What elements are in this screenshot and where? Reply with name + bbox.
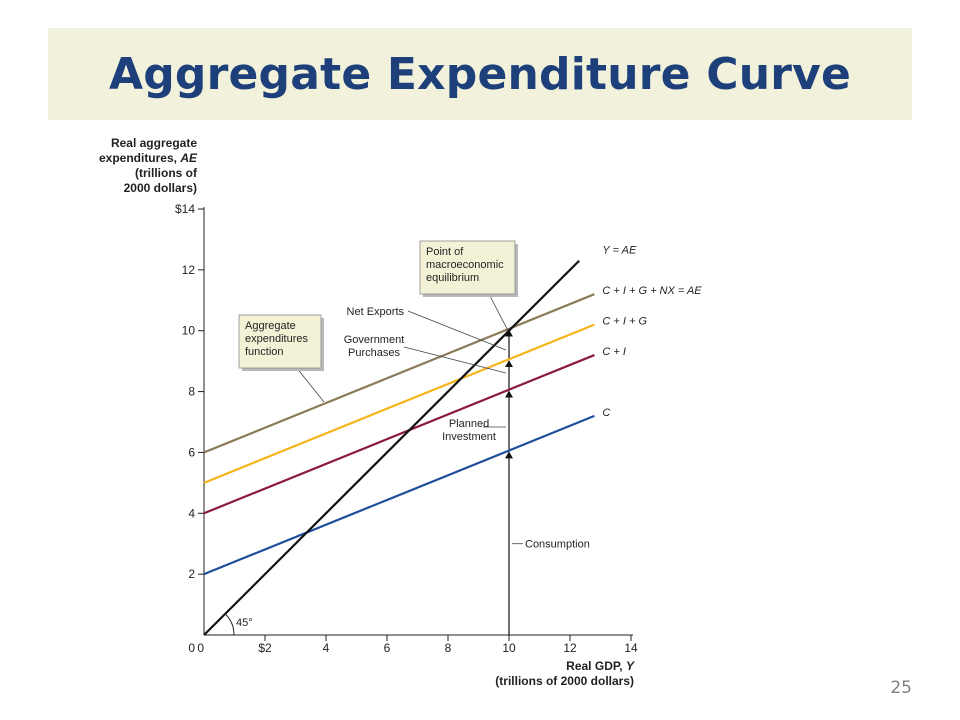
x-axis-title: (trillions of 2000 dollars) — [495, 674, 634, 688]
government-purchases-label: Purchases — [348, 347, 400, 359]
series-label: C + I + G + NX = AE — [602, 285, 702, 297]
series-line — [203, 323, 595, 484]
y-tick-label: $14 — [175, 202, 195, 216]
equilibrium-callout-text: macroeconomic — [426, 259, 504, 271]
x-tick-label: 0 — [197, 641, 204, 655]
x-tick-label: 6 — [384, 641, 391, 655]
y-tick-label: 12 — [182, 263, 196, 277]
ae-function-callout-text: Aggregate — [245, 320, 296, 332]
y-tick-label: 4 — [188, 506, 195, 520]
leader-line — [407, 310, 507, 351]
y-axis-title: Real aggregate — [111, 136, 197, 150]
series-line — [203, 354, 595, 515]
x-tick-label: 4 — [323, 641, 330, 655]
leader-line — [295, 366, 325, 403]
equilibrium-callout-text: equilibrium — [426, 272, 479, 284]
y-tick-label: 2 — [188, 567, 195, 581]
series-label: Y = AE — [602, 245, 637, 257]
y-tick-label: 6 — [188, 445, 195, 459]
slide-title: Aggregate Expenditure Curve — [108, 48, 852, 100]
y-axis-title: expenditures, AE — [99, 151, 198, 165]
y-tick-label: 10 — [182, 324, 196, 338]
x-tick-label: 14 — [624, 641, 638, 655]
series-label: C — [602, 407, 610, 419]
series-line — [203, 259, 580, 636]
x-tick-label: $2 — [258, 641, 272, 655]
x-tick-label: 10 — [502, 641, 516, 655]
y-axis-title: (trillions of — [135, 166, 198, 180]
angle-label: 45° — [236, 617, 253, 629]
planned-investment-label: Planned — [449, 418, 489, 430]
series-line — [203, 414, 595, 576]
y-axis-title: 2000 dollars) — [124, 181, 197, 195]
ae-function-callout-text: expenditures — [245, 333, 308, 345]
series-label: C + I — [602, 346, 626, 358]
angle-arc — [224, 613, 235, 636]
series-line — [203, 293, 595, 454]
leader-line — [403, 346, 507, 374]
title-banner: Aggregate Expenditure Curve — [48, 28, 912, 120]
government-purchases-label: Government — [344, 334, 405, 346]
equilibrium-callout — [419, 240, 516, 295]
series-label: C + I + G — [602, 316, 647, 328]
y-tick-label: 8 — [188, 385, 195, 399]
leader-line — [488, 293, 509, 331]
page-number: 25 — [890, 678, 912, 698]
ae-function-callout-text: function — [245, 346, 284, 358]
planned-investment-label: Investment — [442, 431, 496, 443]
consumption-label: Consumption — [525, 539, 590, 551]
x-tick-label: 12 — [563, 641, 577, 655]
ae-function-callout — [238, 314, 322, 369]
x-axis-title: Real GDP, Y — [566, 659, 635, 673]
equilibrium-callout-text: Point of — [426, 246, 464, 258]
x-tick-label: 8 — [445, 641, 452, 655]
y-tick-label: 0 — [188, 641, 195, 655]
net-exports-label: Net Exports — [347, 306, 405, 318]
